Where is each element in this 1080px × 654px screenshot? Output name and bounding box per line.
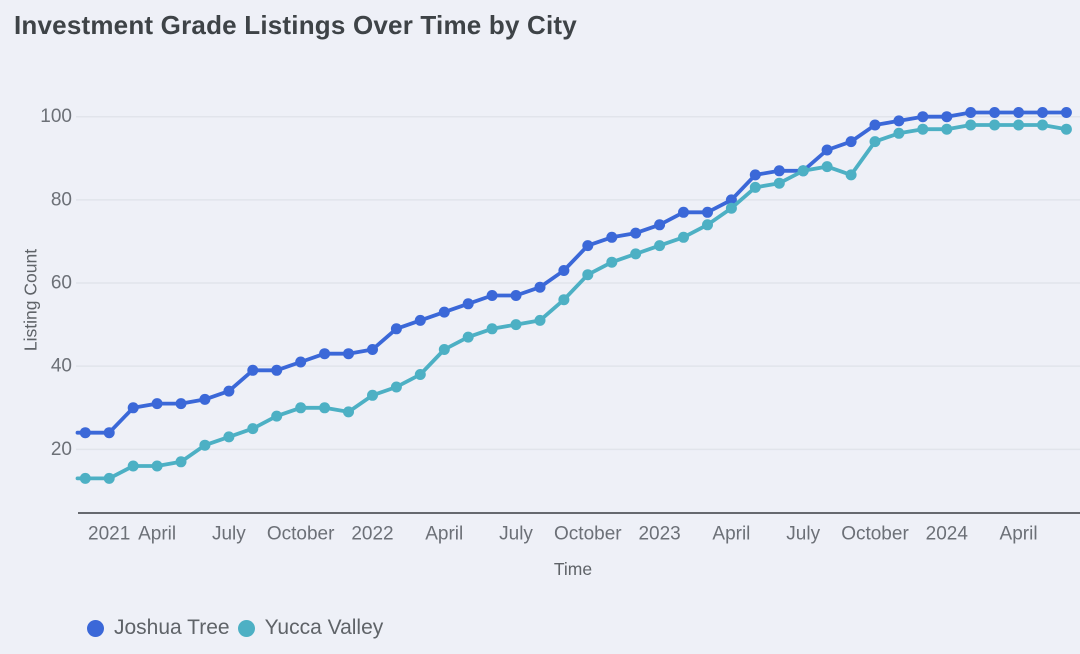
legend-item-yucca-valley: Yucca Valley — [237, 616, 384, 640]
svg-text:80: 80 — [51, 189, 72, 210]
svg-text:April: April — [712, 524, 750, 545]
svg-text:October: October — [841, 524, 909, 545]
legend-marker-icon — [87, 619, 104, 637]
legend-marker-icon — [237, 619, 255, 637]
legend-label: Yucca Valley — [264, 616, 384, 639]
svg-text:October: October — [554, 524, 622, 545]
y-axis-title: Listing Count — [20, 248, 41, 352]
svg-text:100: 100 — [40, 106, 72, 127]
legend-label: Joshua Tree — [114, 616, 230, 639]
chart-legend: Joshua Tree Yucca Valley — [87, 616, 391, 640]
svg-text:2021: 2021 — [88, 524, 130, 545]
svg-text:2024: 2024 — [926, 524, 969, 545]
svg-text:October: October — [267, 524, 335, 545]
svg-text:2022: 2022 — [351, 524, 393, 545]
svg-text:July: July — [499, 524, 533, 545]
chart-title: Investment Grade Listings Over Time by C… — [14, 10, 577, 40]
svg-text:July: July — [212, 524, 246, 545]
svg-text:April: April — [1000, 524, 1038, 545]
legend-item-joshua-tree: Joshua Tree — [87, 616, 230, 640]
svg-text:20: 20 — [51, 439, 72, 460]
svg-text:April: April — [425, 524, 463, 545]
svg-text:60: 60 — [51, 273, 72, 294]
svg-text:2023: 2023 — [638, 524, 680, 545]
svg-text:April: April — [138, 524, 176, 545]
x-axis-title: Time — [553, 559, 593, 579]
svg-text:July: July — [786, 524, 820, 545]
svg-text:40: 40 — [51, 356, 72, 377]
